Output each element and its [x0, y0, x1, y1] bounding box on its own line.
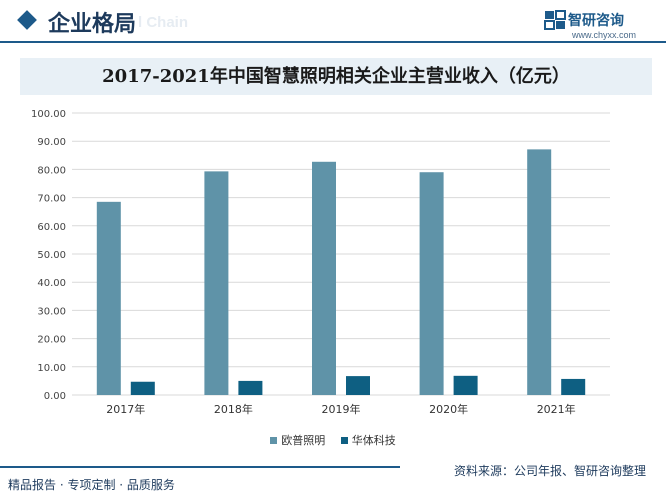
legend-label-series-2: 华体科技	[351, 434, 396, 447]
bar-series-1	[419, 172, 444, 395]
bar-series-2	[346, 376, 370, 395]
chart-title: 2017-2021年中国智慧照明相关企业主营业收入（亿元）	[102, 66, 570, 87]
footer-tagline: 精品报告 · 专项定制 · 品质服务	[8, 478, 175, 492]
header-divider	[0, 41, 666, 43]
logo-url: www.chyxx.com	[572, 30, 637, 40]
x-tick-label: 2019年	[322, 402, 361, 416]
bar-series-1	[96, 201, 121, 395]
bar-chart: 0.00 10.00 20.00 30.00 40.00 50.00 60.00 70.00 8…	[31, 109, 610, 416]
x-tick-label: 2021年	[537, 402, 576, 416]
x-tick-label: 2020年	[429, 402, 468, 416]
bar-series-2	[453, 375, 478, 395]
y-tick-label: 0.00	[44, 391, 66, 402]
section-header: 企业格局 l Chain 智研咨询 www.chyxx.com	[0, 0, 666, 44]
legend-swatch-series-1	[270, 436, 278, 444]
y-tick-label: 50.00	[37, 250, 66, 261]
bar-series-1	[312, 161, 336, 395]
logo-icon	[544, 10, 566, 30]
y-tick-label: 100.00	[31, 109, 66, 120]
legend-item-series-1: 欧普照明	[270, 432, 325, 448]
bar-series-2	[130, 381, 155, 395]
y-tick-label: 20.00	[37, 335, 66, 346]
chart-legend: 欧普照明 华体科技	[0, 432, 666, 448]
legend-swatch-series-2	[340, 436, 348, 444]
footer-divider	[0, 466, 400, 468]
header-ghost-text: l Chain	[138, 14, 189, 31]
y-tick-label: 10.00	[37, 363, 66, 374]
bar-series-2	[561, 378, 586, 395]
x-tick-label: 2018年	[214, 402, 253, 416]
brand-logo: 智研咨询 www.chyxx.com	[544, 8, 654, 42]
y-tick-label: 30.00	[37, 306, 66, 317]
chart-title-bar: 2017-2021年中国智慧照明相关企业主营业收入（亿元）	[20, 58, 652, 95]
bar-series-2	[238, 380, 263, 395]
y-tick-label: 80.00	[37, 165, 66, 176]
y-tick-label: 70.00	[37, 194, 66, 205]
y-tick-label: 60.00	[37, 222, 66, 233]
footer-source: 资料来源：公司年报、智研咨询整理	[453, 464, 646, 478]
bar-series-1	[527, 149, 552, 395]
y-tick-label: 40.00	[37, 278, 66, 289]
legend-item-series-2: 华体科技	[340, 432, 396, 448]
bar-series-1	[204, 171, 229, 395]
y-tick-label: 90.00	[37, 137, 66, 148]
legend-label-series-1: 欧普照明	[281, 434, 326, 447]
logo-name: 智研咨询	[568, 13, 624, 29]
section-title: 企业格局	[48, 12, 137, 37]
x-tick-label: 2017年	[106, 402, 145, 416]
